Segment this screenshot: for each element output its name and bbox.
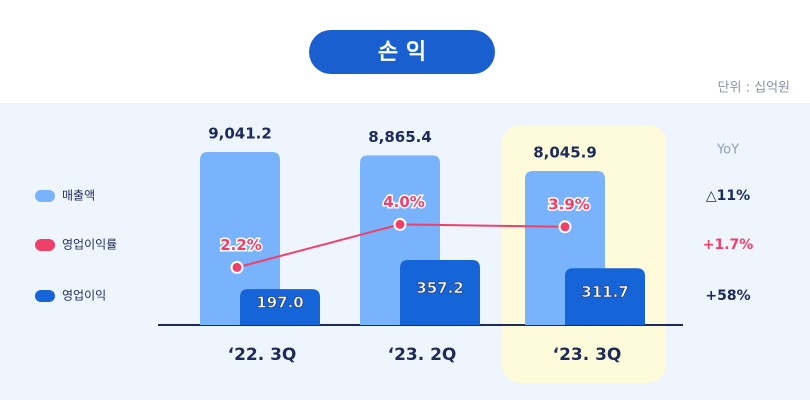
value-label: 8,045.9 [533,144,597,162]
value-label: 2.2% [220,236,262,254]
value-label: 197.0 [256,294,303,312]
line-point [393,217,407,231]
line-point [230,260,244,274]
chart-title: 손 익 [378,40,426,65]
yoy-value: +1.7% [703,237,754,253]
yoy-value: △11% [706,188,750,204]
legend-swatch [35,190,55,202]
bar [565,268,645,325]
legend-swatch [35,290,55,302]
x-tick-label: ‘23. 2Q [388,345,457,365]
value-label: 4.0% [383,193,425,211]
bar [400,260,480,325]
bar [200,152,280,325]
legend-label: 영업이익률 [62,238,117,252]
x-tick-label: ‘22. 3Q [228,345,297,365]
value-label: 9,041.2 [208,125,272,143]
legend-label: 매출액 [62,189,95,203]
value-label: 3.9% [548,195,590,213]
value-label: 311.7 [581,283,628,301]
yoy-title: YoY [716,143,739,158]
yoy-value: +58% [705,288,750,304]
value-label: 357.2 [416,279,463,297]
legend-swatch [35,239,55,251]
x-tick-label: ‘23. 3Q [553,345,622,365]
title-pill [309,30,495,74]
value-label: 8,865.4 [368,128,432,146]
unit: 단위 : 십억원 [718,81,790,96]
bar [240,289,320,325]
line-point [558,220,572,234]
legend-label: 영업이익 [62,289,106,303]
